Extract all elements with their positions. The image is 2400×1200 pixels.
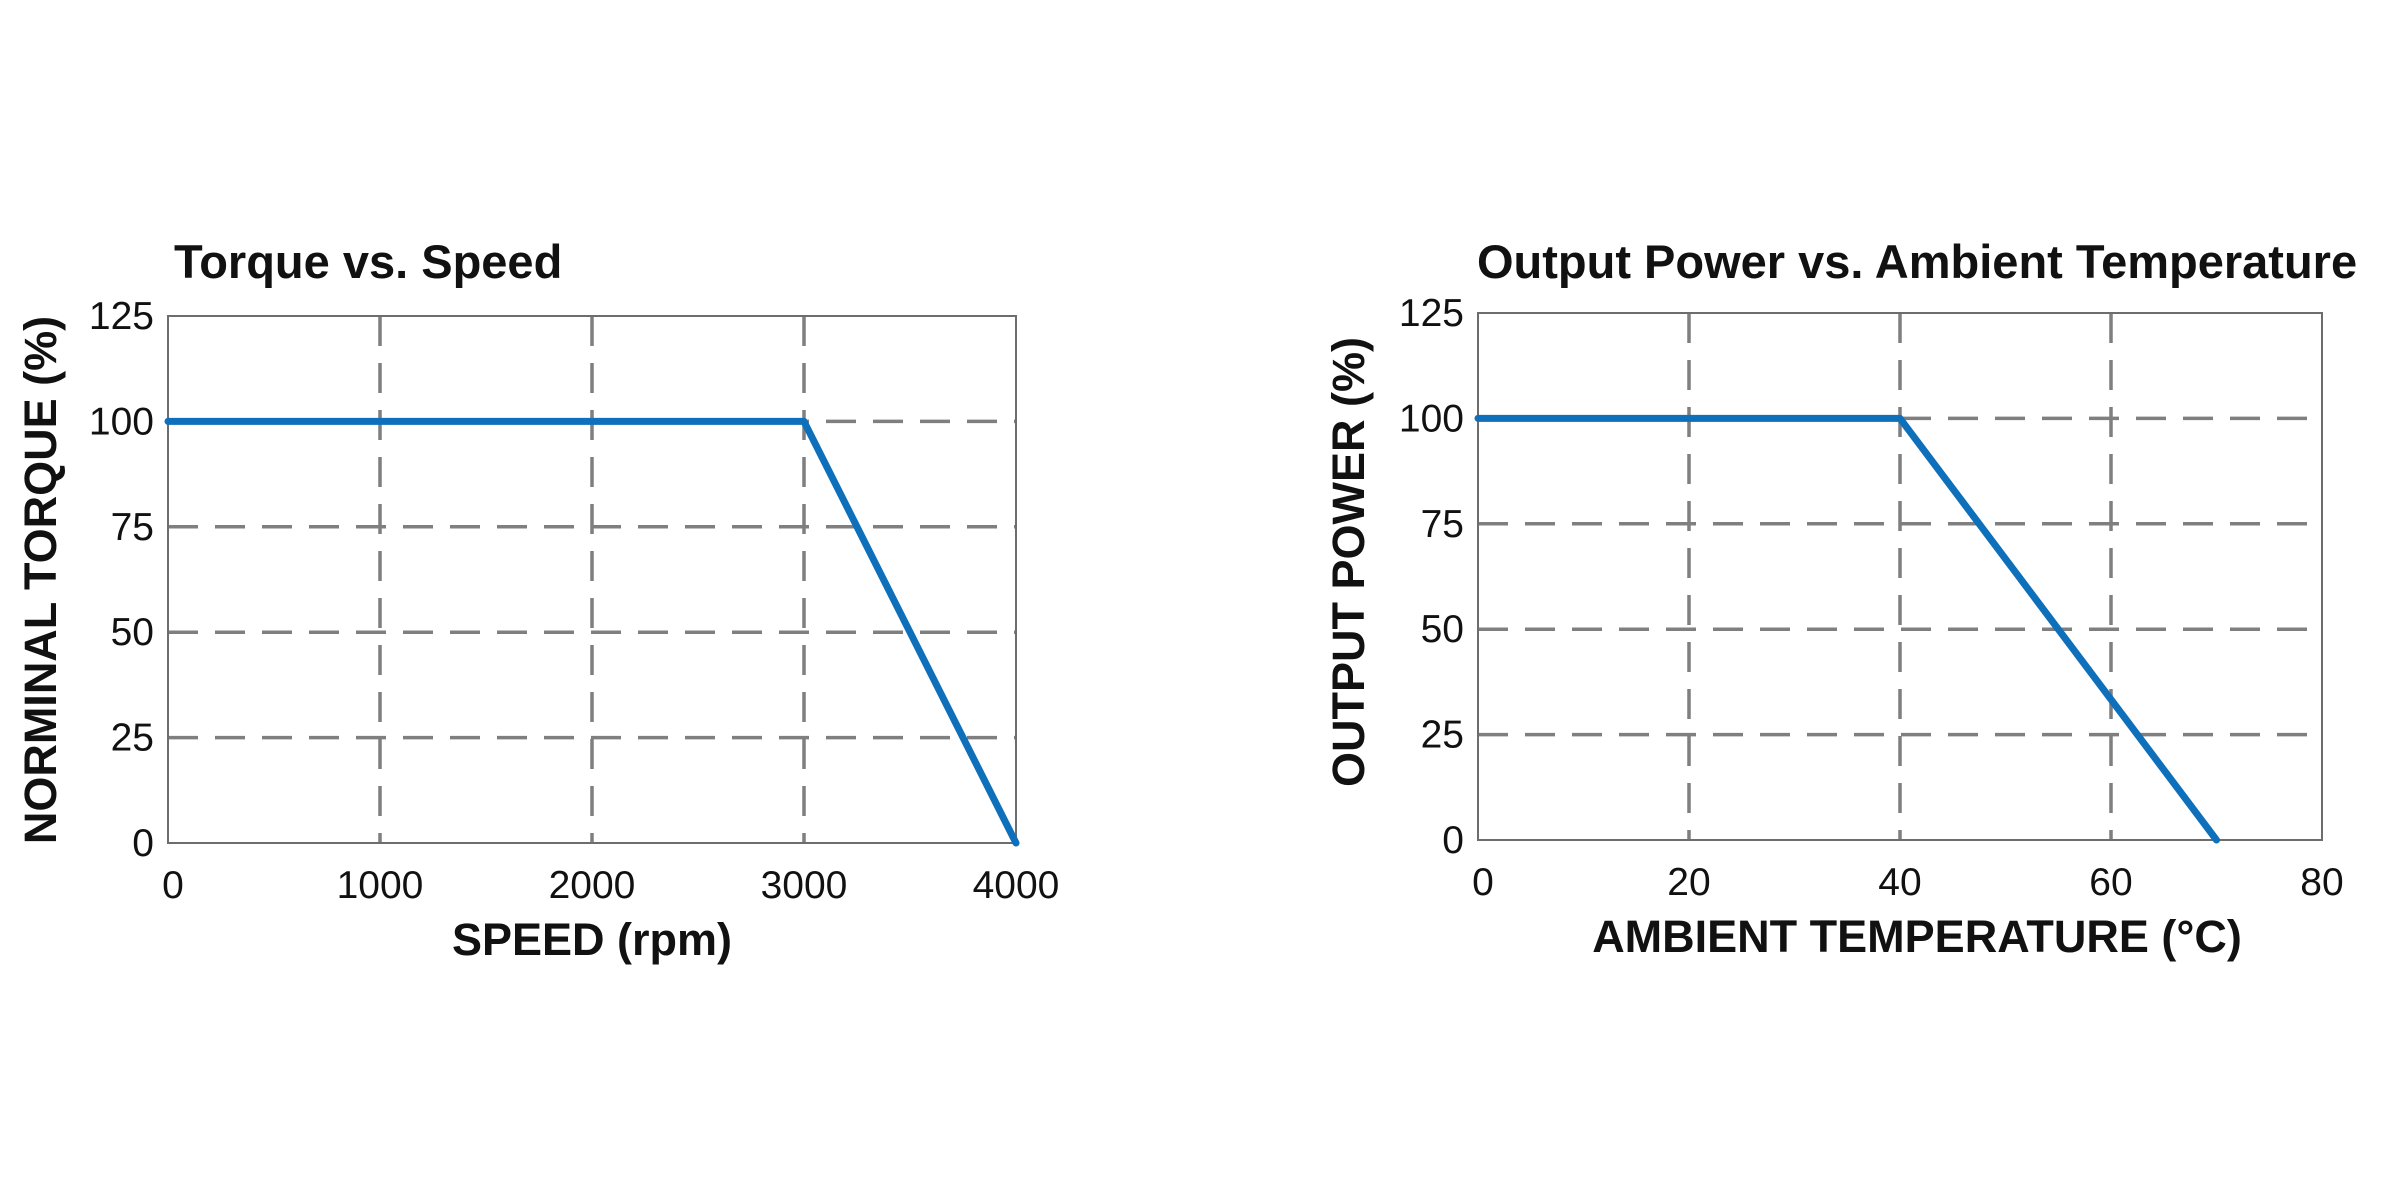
- y-tick-label: 75: [111, 506, 154, 549]
- torque-speed-chart: Torque vs. Speed 0 25 50 75 100 125 0 1000 2000…: [15, 235, 1059, 965]
- chart-title: Output Power vs. Ambient Temperature: [1477, 235, 2357, 288]
- grid: [1478, 313, 2322, 840]
- x-tick-label: 0: [162, 864, 184, 907]
- x-tick-labels: 0 20 40 60 80: [1472, 861, 2344, 904]
- x-tick-label: 2000: [549, 864, 636, 907]
- series-line: [1474, 414, 2220, 844]
- y-tick-label: 100: [1399, 397, 1464, 440]
- x-axis-label: SPEED (rpm): [452, 914, 732, 965]
- plot-frame: [167, 315, 1017, 844]
- y-tick-label: 25: [111, 717, 154, 760]
- y-tick-label: 125: [89, 295, 154, 338]
- x-tick-label: 1000: [337, 864, 424, 907]
- y-tick-labels: 0 25 50 75 100 125: [89, 295, 154, 865]
- y-tick-label: 25: [1421, 714, 1464, 757]
- x-tick-label: 3000: [761, 864, 848, 907]
- y-tick-label: 50: [1421, 608, 1464, 651]
- y-tick-label: 0: [1442, 819, 1464, 862]
- x-tick-label: 60: [2089, 861, 2132, 904]
- x-tick-label: 0: [1472, 861, 1494, 904]
- y-axis-label: OUTPUT POWER (%): [1323, 337, 1374, 787]
- series-layer: [164, 417, 1020, 847]
- x-tick-label: 20: [1667, 861, 1710, 904]
- chart-title: Torque vs. Speed: [174, 235, 562, 288]
- x-tick-label: 40: [1878, 861, 1921, 904]
- power-temperature-chart: Output Power vs. Ambient Temperature 0 25…: [1323, 235, 2357, 962]
- y-tick-label: 75: [1421, 503, 1464, 546]
- y-tick-label: 100: [89, 400, 154, 443]
- y-tick-label: 0: [132, 822, 154, 865]
- y-tick-label: 50: [111, 611, 154, 654]
- series-layer: [1474, 414, 2220, 844]
- grid: [168, 316, 1016, 843]
- y-axis-label: NORMINAL TORQUE (%): [15, 316, 66, 844]
- plot-frame: [1477, 312, 2323, 841]
- series-line: [164, 417, 1020, 847]
- x-axis-label: AMBIENT TEMPERATURE (°C): [1592, 911, 2242, 962]
- x-tick-labels: 0 1000 2000 3000 4000: [162, 864, 1059, 907]
- y-tick-label: 125: [1399, 292, 1464, 335]
- x-tick-label: 80: [2300, 861, 2343, 904]
- y-tick-labels: 0 25 50 75 100 125: [1399, 292, 1464, 862]
- x-tick-label: 4000: [973, 864, 1060, 907]
